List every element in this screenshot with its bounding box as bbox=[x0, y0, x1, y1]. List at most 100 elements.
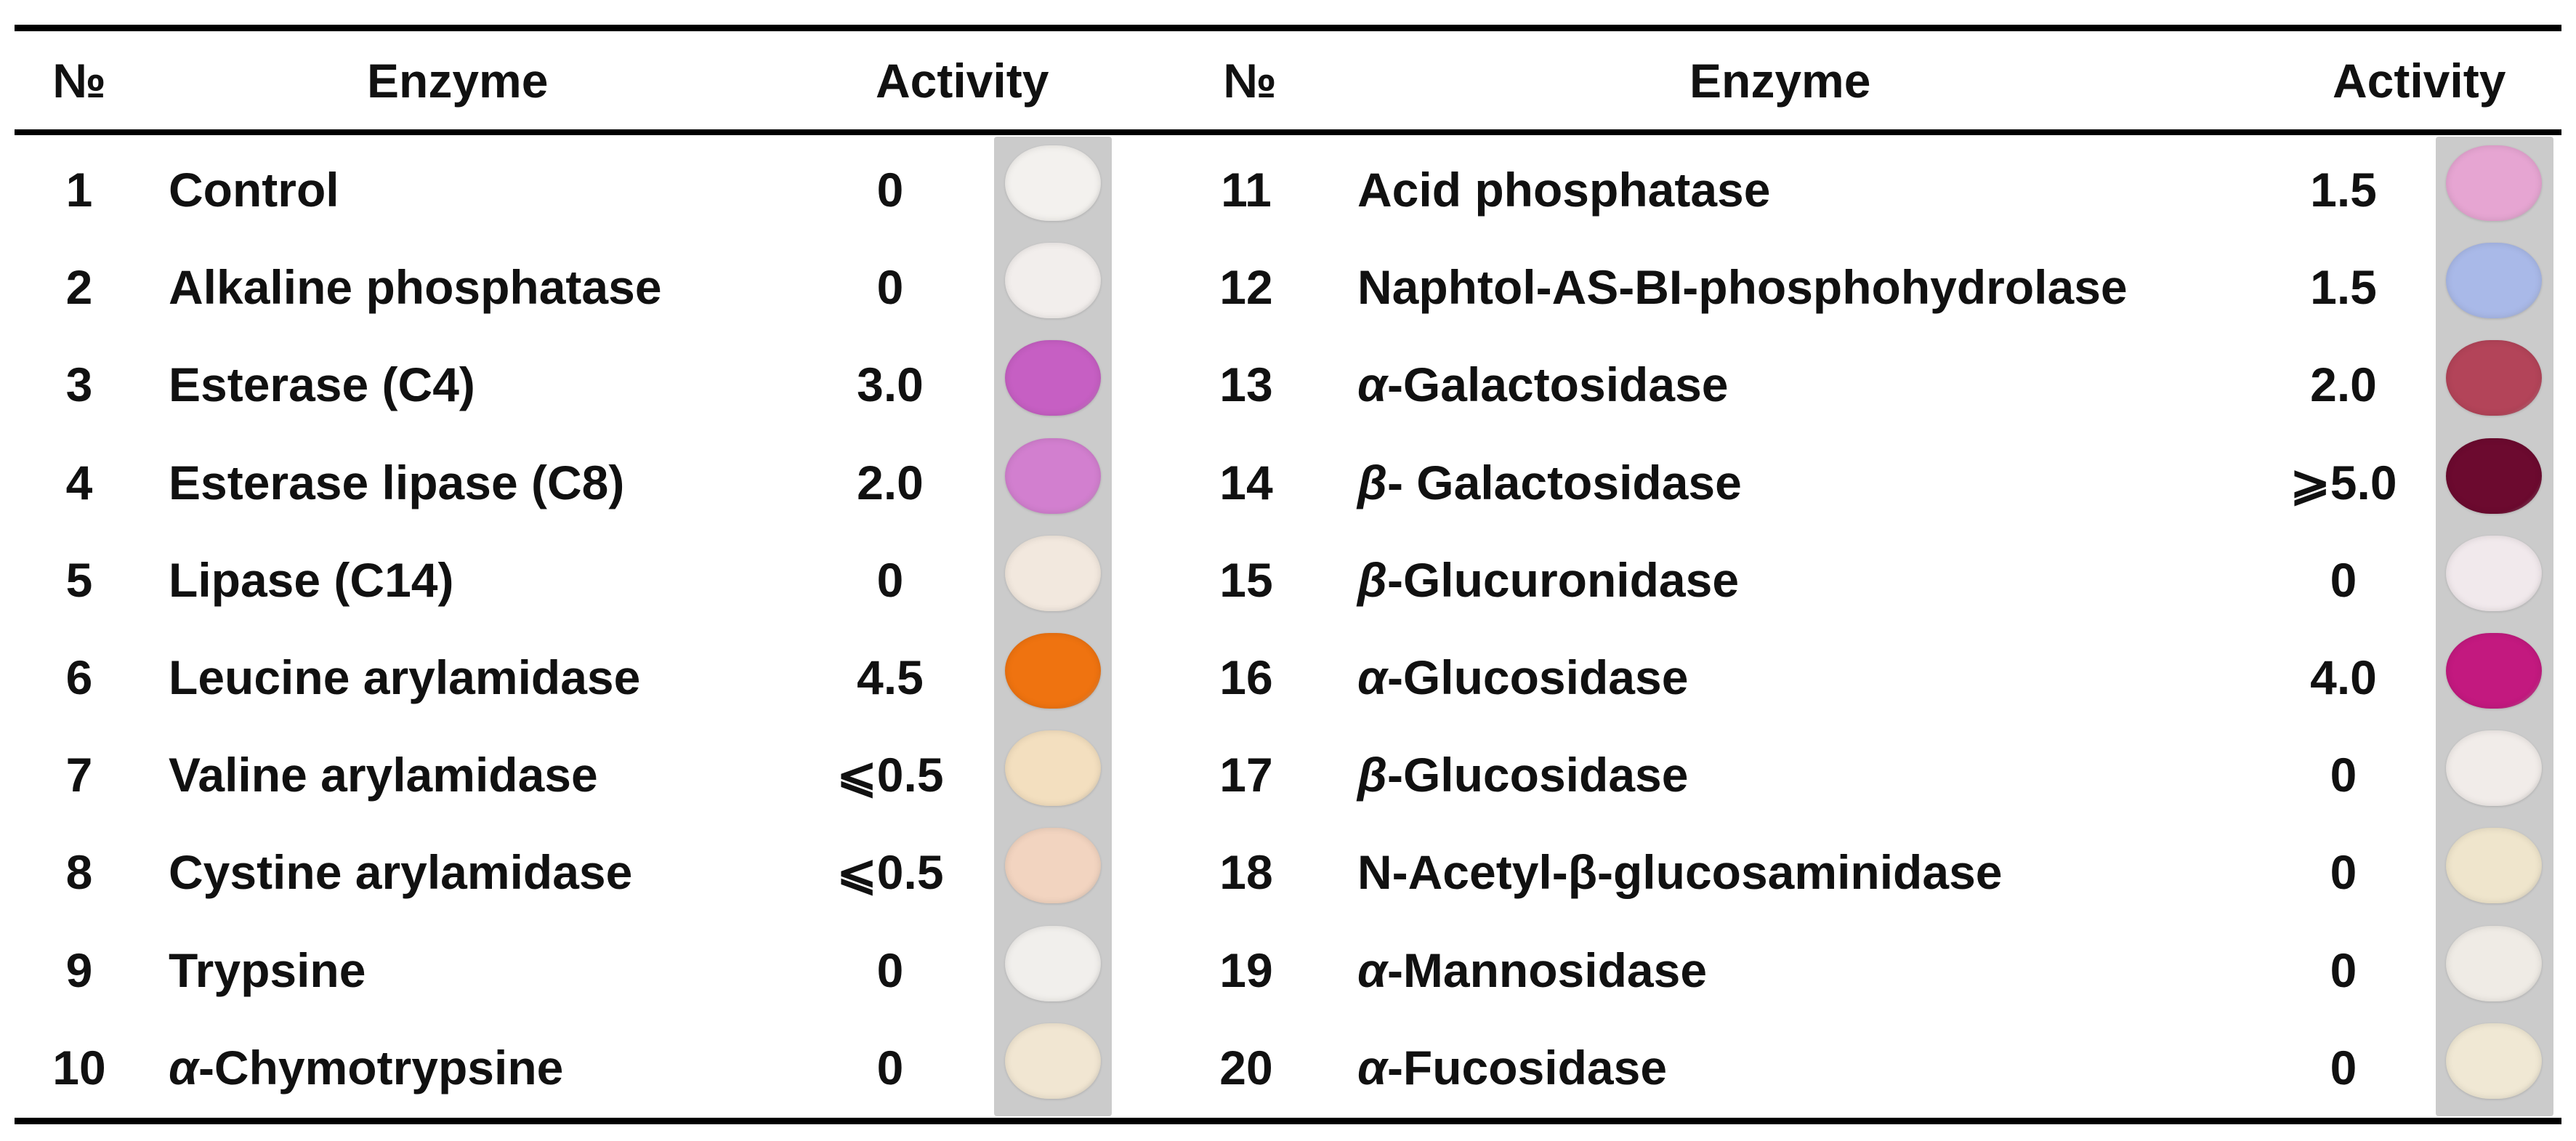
reaction-well bbox=[1005, 925, 1101, 1001]
row-number: 17 bbox=[1219, 748, 1273, 802]
enzyme-name: Leucine arylamidase bbox=[169, 653, 640, 701]
enzyme-name: β-Glucosidase bbox=[1357, 751, 1688, 799]
reaction-well bbox=[1005, 340, 1101, 416]
row-number: 2 bbox=[65, 260, 93, 315]
row-number: 15 bbox=[1219, 552, 1273, 607]
bottom-rule bbox=[15, 1118, 2561, 1124]
reaction-well bbox=[2446, 1023, 2542, 1099]
reaction-well bbox=[2446, 340, 2542, 416]
enzyme-name: Cystine arylamidase bbox=[169, 848, 632, 896]
enzyme-label: Alkaline phosphatase bbox=[169, 260, 662, 315]
enzyme-name: α-Glucosidase bbox=[1357, 653, 1688, 701]
activity-value: 1.5 bbox=[2310, 163, 2377, 217]
row-number: 12 bbox=[1219, 260, 1273, 315]
enzyme-name: Lipase (C14) bbox=[169, 556, 453, 604]
row-number: 16 bbox=[1219, 650, 1273, 704]
enzyme-name: Valine arylamidase bbox=[169, 751, 598, 799]
row-number: 19 bbox=[1219, 943, 1273, 997]
activity-value: 0 bbox=[2330, 943, 2357, 997]
activity-value: ⩾5.0 bbox=[2290, 455, 2397, 509]
reaction-well bbox=[1005, 730, 1101, 807]
enzyme-prefix: N-Acetyl-β bbox=[1357, 845, 1597, 900]
enzyme-label: Acid phosphatase bbox=[1357, 163, 1771, 217]
row-number: 18 bbox=[1219, 845, 1273, 900]
enzyme-label: Leucine arylamidase bbox=[169, 650, 641, 704]
enzyme-prefix: β bbox=[1357, 748, 1387, 802]
enzyme-label: -Chymotrypsine bbox=[198, 1040, 564, 1094]
reaction-well bbox=[1005, 243, 1101, 319]
row-number: 1 bbox=[65, 163, 93, 217]
enzyme-prefix: α bbox=[1357, 1040, 1387, 1094]
enzyme-prefix: α bbox=[1357, 650, 1387, 704]
activity-value: 4.5 bbox=[857, 650, 924, 704]
enzyme-label: Control bbox=[169, 163, 339, 217]
header-enzyme-right: Enzyme bbox=[1689, 54, 1871, 108]
top-rule bbox=[15, 25, 2561, 31]
enzyme-label: -Glucosidase bbox=[1386, 650, 1689, 704]
activity-value: 0 bbox=[2330, 748, 2357, 802]
enzyme-name: Alkaline phosphatase bbox=[169, 263, 662, 311]
enzyme-name: Esterase (C4) bbox=[169, 360, 475, 408]
activity-value: 0 bbox=[876, 1040, 904, 1094]
reaction-well bbox=[1005, 145, 1101, 221]
header-num-right: № bbox=[1223, 54, 1277, 108]
enzyme-label: Cystine arylamidase bbox=[169, 845, 633, 900]
activity-value: 0 bbox=[876, 163, 904, 217]
row-number: 10 bbox=[52, 1040, 106, 1094]
header-activity-right: Activity bbox=[2333, 54, 2506, 108]
enzyme-name: α-Chymotrypsine bbox=[169, 1044, 563, 1092]
enzyme-label: Valine arylamidase bbox=[169, 748, 598, 802]
reaction-well bbox=[1005, 1023, 1101, 1099]
header-enzyme-left: Enzyme bbox=[367, 54, 549, 108]
reaction-well bbox=[2446, 438, 2542, 514]
row-number: 3 bbox=[65, 358, 93, 412]
reaction-well bbox=[2446, 145, 2542, 221]
enzyme-label: -Galactosidase bbox=[1386, 358, 1729, 412]
reaction-well bbox=[1005, 828, 1101, 904]
enzyme-name: Control bbox=[169, 166, 339, 214]
row-number: 6 bbox=[65, 650, 93, 704]
enzyme-prefix: α bbox=[1357, 358, 1387, 412]
reaction-well bbox=[2446, 730, 2542, 807]
enzyme-label: -Mannosidase bbox=[1386, 943, 1708, 997]
activity-value: 0 bbox=[2330, 845, 2357, 900]
activity-value: ⩽0.5 bbox=[836, 845, 944, 900]
activity-value: 3.0 bbox=[857, 358, 924, 412]
activity-value: 0 bbox=[2330, 552, 2357, 607]
enzyme-label: Lipase (C14) bbox=[169, 552, 454, 607]
row-number: 11 bbox=[1221, 163, 1272, 217]
enzyme-label: -Fucosidase bbox=[1386, 1040, 1668, 1094]
enzyme-label: -glucosaminidase bbox=[1597, 845, 2003, 900]
activity-value: ⩽0.5 bbox=[836, 748, 944, 802]
enzyme-name: α-Galactosidase bbox=[1357, 360, 1728, 408]
reaction-well bbox=[1005, 438, 1101, 514]
enzyme-label: Trypsine bbox=[169, 943, 366, 997]
enzyme-label: -Glucosidase bbox=[1386, 748, 1689, 802]
header-activity-left: Activity bbox=[876, 54, 1049, 108]
reaction-well bbox=[1005, 633, 1101, 709]
activity-value: 0 bbox=[876, 943, 904, 997]
enzyme-name: β- Galactosidase bbox=[1357, 459, 1742, 507]
row-number: 13 bbox=[1219, 358, 1273, 412]
activity-value: 0 bbox=[876, 552, 904, 607]
enzyme-prefix: β bbox=[1357, 455, 1387, 509]
activity-value: 0 bbox=[876, 260, 904, 315]
reaction-well bbox=[2446, 828, 2542, 904]
enzyme-label: Naphtol-AS-BI-phosphohydrolase bbox=[1357, 260, 2128, 315]
reaction-well bbox=[2446, 243, 2542, 319]
enzyme-prefix: α bbox=[169, 1040, 198, 1094]
enzyme-name: α-Mannosidase bbox=[1357, 946, 1707, 994]
reaction-well bbox=[1005, 535, 1101, 611]
enzyme-name: Trypsine bbox=[169, 946, 366, 994]
enzyme-label: - Galactosidase bbox=[1386, 455, 1742, 509]
header-num-left: № bbox=[52, 54, 106, 108]
enzyme-label: Esterase (C4) bbox=[169, 358, 475, 412]
row-number: 7 bbox=[65, 748, 93, 802]
reaction-well bbox=[2446, 535, 2542, 611]
row-number: 8 bbox=[65, 845, 93, 900]
row-number: 4 bbox=[65, 455, 93, 509]
reaction-well bbox=[2446, 925, 2542, 1001]
enzyme-name: β-Glucuronidase bbox=[1357, 556, 1739, 604]
activity-value: 4.0 bbox=[2310, 650, 2377, 704]
